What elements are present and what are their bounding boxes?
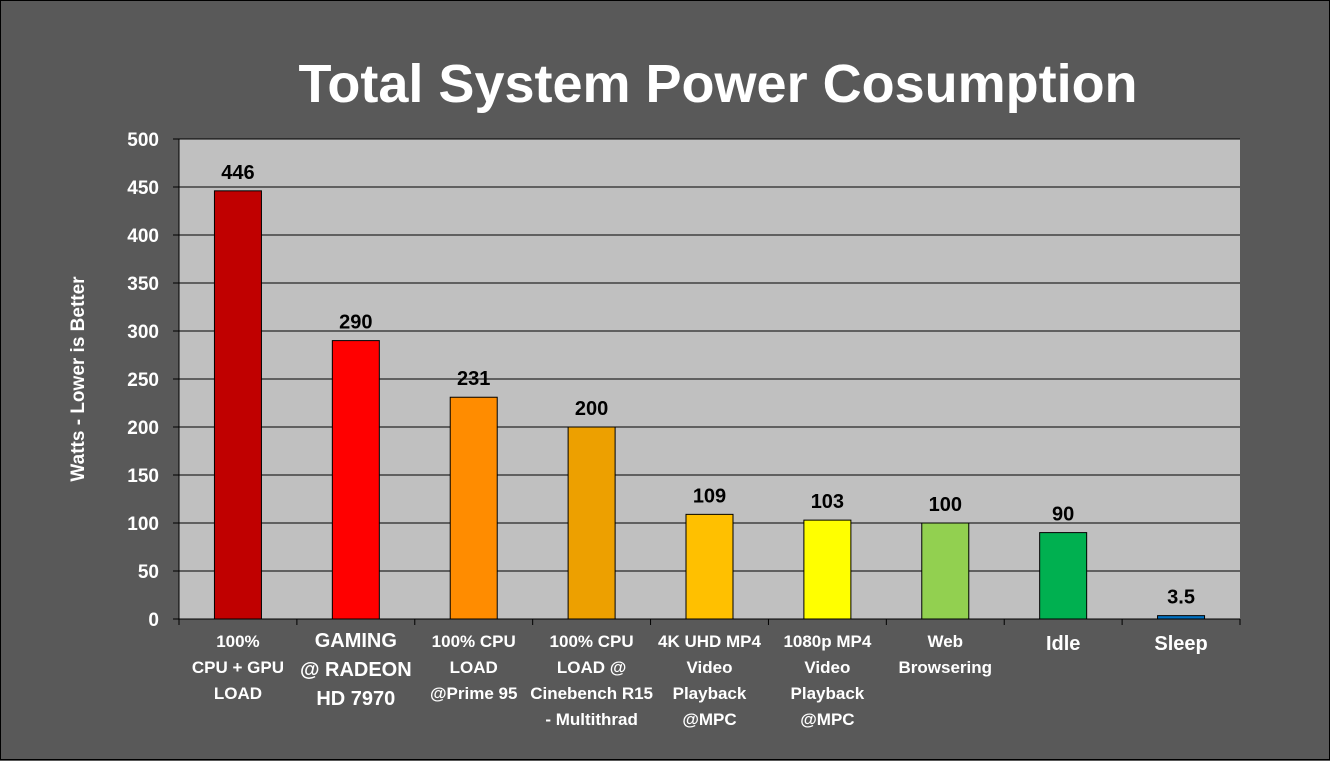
data-label: 103	[811, 491, 844, 513]
x-tick-label-line: Idle	[1046, 633, 1080, 655]
x-tick-label-line: 1080p MP4	[783, 632, 871, 651]
bar	[685, 513, 734, 620]
data-label: 90	[1052, 504, 1074, 526]
data-label: 446	[221, 162, 254, 184]
y-axis: 0 50 100 150 200 250 300 350 400 450 500	[127, 130, 180, 631]
x-tick-label: 100% CPU LOAD @Prime 95	[430, 632, 517, 703]
x-tick-label-line: 100% CPU	[550, 632, 634, 651]
y-tick-label: 300	[127, 322, 159, 343]
data-label: 290	[339, 312, 372, 334]
x-tick-label-line: Playback	[791, 684, 865, 703]
y-tick-label: 450	[127, 178, 159, 199]
y-tick-label: 350	[127, 274, 159, 295]
x-tick-label-line: 4K UHD MP4	[658, 632, 762, 651]
data-label: 200	[575, 398, 608, 420]
bar	[921, 522, 970, 620]
x-tick-label: 100% CPU LOAD @ Cinebench R15 - Multithrad	[530, 632, 653, 729]
bar	[567, 426, 616, 620]
x-tick-label: Idle	[1046, 633, 1080, 655]
x-tick-label-line: @Prime 95	[430, 684, 517, 703]
x-tick-label-line: @MPC	[800, 710, 854, 729]
x-axis: 100% CPU + GPU LOAD GAMING @ RADEON HD 7970 10…	[178, 618, 1241, 729]
x-tick-label-line: GAMING	[315, 630, 397, 652]
x-tick-label: Sleep	[1154, 633, 1207, 655]
y-tick-label: 100	[127, 514, 159, 535]
x-tick-label-line: @MPC	[682, 710, 736, 729]
x-tick-label-line: LOAD	[214, 684, 262, 703]
data-label: 100	[929, 494, 962, 516]
bar	[1157, 615, 1206, 620]
x-tick-label-line: HD 7970	[316, 688, 395, 710]
x-tick-label-line: Sleep	[1154, 633, 1207, 655]
x-tick-label: 100% CPU + GPU LOAD	[192, 632, 284, 703]
y-tick-label: 250	[127, 370, 159, 391]
x-tick-label-line: Browsering	[899, 658, 993, 677]
x-tick-label-line: - Multithrad	[545, 710, 638, 729]
x-tick-label-line: LOAD	[450, 658, 498, 677]
y-tick-label: 150	[127, 466, 159, 487]
x-tick-label-line: Video	[804, 658, 850, 677]
y-tick-label: 400	[127, 226, 159, 247]
x-tick-label: GAMING @ RADEON HD 7970	[300, 630, 412, 710]
y-tick-label: 50	[138, 562, 159, 583]
y-tick-label: 500	[127, 130, 159, 151]
data-label: 231	[457, 368, 490, 390]
x-tick-label-line: 100%	[216, 632, 259, 651]
bar	[803, 519, 852, 620]
x-tick-label-line: 100% CPU	[432, 632, 516, 651]
data-labels: 446 290 231 200 109 103 100 90 3.5	[221, 162, 1195, 609]
y-tick-label: 200	[127, 418, 159, 439]
bar	[449, 396, 498, 620]
x-tick-label-line: Web	[927, 632, 963, 651]
x-tick-label-line: @ RADEON	[300, 659, 412, 681]
data-label: 3.5	[1167, 587, 1195, 609]
x-tick-label: 4K UHD MP4 Video Playback @MPC	[658, 632, 762, 729]
x-tick-label: 1080p MP4 Video Playback @MPC	[783, 632, 871, 729]
bar	[1039, 532, 1088, 620]
chart-title: Total System Power Cosumption	[298, 54, 1137, 114]
x-tick-label-line: Video	[687, 658, 733, 677]
x-tick-label-line: CPU + GPU	[192, 658, 284, 677]
x-tick-label-line: Cinebench R15	[530, 684, 653, 703]
y-tick-label: 0	[148, 610, 159, 631]
y-axis-label: Watts - Lower is Better	[68, 276, 89, 482]
x-tick-label-line: Playback	[673, 684, 747, 703]
data-label: 109	[693, 485, 726, 507]
x-tick-label-line: LOAD @	[557, 658, 626, 677]
x-tick-label: Web Browsering	[899, 632, 993, 677]
bar	[331, 340, 380, 620]
bar	[213, 190, 262, 620]
